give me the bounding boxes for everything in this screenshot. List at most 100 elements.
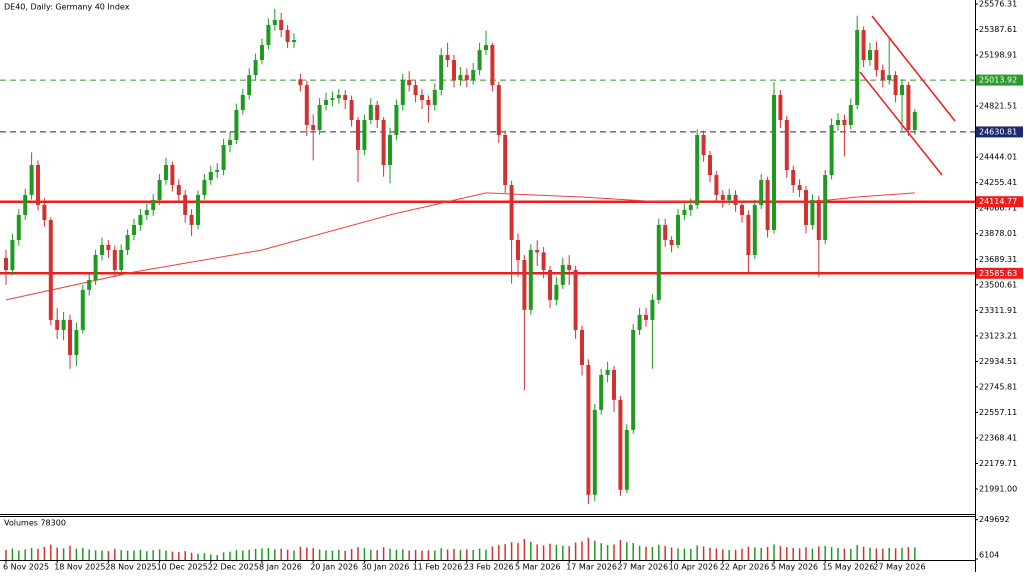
- candle-body: [676, 214, 680, 245]
- candle-body: [586, 364, 591, 495]
- x-tick-label: 20 Jan 2026: [310, 563, 358, 572]
- x-tick-label: 15 May 2026: [822, 563, 874, 572]
- level-label: 24630.81: [979, 127, 1017, 136]
- candle-body: [516, 239, 520, 260]
- candle-body: [298, 79, 303, 86]
- candle-body: [221, 145, 226, 171]
- level-box: [976, 74, 1023, 86]
- candle-body: [823, 175, 828, 240]
- candle-body: [592, 409, 597, 495]
- candle-body: [528, 249, 533, 310]
- x-tick-label: 23 Feb 2026: [464, 563, 514, 572]
- candle-body: [317, 104, 322, 130]
- candle-body: [560, 264, 565, 285]
- candle-body: [240, 94, 245, 110]
- candle-body: [10, 239, 15, 271]
- candle-body: [471, 70, 476, 81]
- candle-body: [612, 369, 616, 400]
- candle-body: [714, 175, 719, 195]
- candle-body: [490, 45, 495, 86]
- candle-body: [381, 119, 386, 166]
- candle-body: [202, 180, 207, 195]
- candle-body: [778, 94, 783, 120]
- plot: [0, 8, 975, 560]
- candle-body: [887, 75, 892, 81]
- candle-body: [503, 135, 508, 186]
- candle-body: [541, 252, 546, 271]
- y-tick-label: 24444.01: [979, 153, 1017, 162]
- candle-body: [292, 40, 296, 43]
- y-tick-label: 23123.21: [979, 331, 1017, 340]
- candle-body: [23, 194, 28, 215]
- x-tick-label: 10 Dec 2025: [157, 563, 208, 572]
- x-tick-label: 8 Jan 2026: [259, 563, 302, 572]
- candle-body: [535, 249, 540, 253]
- candle-body: [484, 45, 488, 51]
- candle-body: [848, 104, 853, 125]
- level-box: [976, 267, 1023, 279]
- x-tick-label: 27 Mar 2026: [617, 563, 668, 572]
- y-tick-label: 22368.41: [979, 433, 1017, 442]
- y-tick-label: 22179.71: [979, 459, 1017, 468]
- candle-body: [784, 119, 789, 171]
- candle-body: [464, 75, 469, 81]
- candle-body: [663, 224, 668, 240]
- candle-body: [580, 329, 584, 365]
- candle-body: [285, 30, 290, 43]
- y-tick-label: 24066.71: [979, 204, 1017, 213]
- candle-body: [861, 30, 866, 61]
- candle-body: [68, 319, 72, 355]
- candle-body: [733, 194, 738, 205]
- y-tick-label: 24821.51: [979, 102, 1017, 111]
- candle-body: [874, 50, 879, 71]
- candle-body: [420, 94, 424, 100]
- x-tick-label: 5 May 2026: [771, 563, 818, 572]
- candle-body: [215, 170, 220, 172]
- y-tick-label: 23878.01: [979, 229, 1017, 238]
- x-tick-label: 22 Dec 2025: [208, 563, 259, 572]
- candle-body: [29, 165, 34, 195]
- candle-body: [42, 204, 47, 220]
- candle-body: [816, 199, 821, 240]
- candle-body: [36, 165, 40, 205]
- candle-body: [439, 55, 444, 90]
- candle-body: [554, 284, 559, 300]
- candle-body: [272, 20, 277, 26]
- candle-body: [157, 180, 162, 200]
- volume-tick-label: 249692: [979, 515, 1010, 524]
- candle-body: [752, 204, 757, 255]
- candle-body: [669, 239, 674, 245]
- candle-body: [55, 319, 60, 330]
- volume-tick-label: 6104: [979, 551, 999, 560]
- candle-body: [343, 94, 348, 100]
- x-tick-label: 17 Mar 2026: [566, 563, 617, 572]
- candle-body: [176, 185, 181, 195]
- candle-body: [618, 399, 623, 490]
- candle-body: [112, 249, 117, 271]
- candle-body: [637, 314, 642, 330]
- candle-body: [93, 254, 98, 281]
- candle-body: [196, 194, 200, 225]
- candle-body: [452, 60, 456, 81]
- candle-body: [336, 94, 341, 99]
- volume-title: Volumes 78300: [4, 519, 66, 528]
- candle-body: [279, 20, 284, 31]
- candle-body: [688, 204, 693, 210]
- candle-body: [247, 75, 252, 95]
- candle-body: [138, 214, 143, 225]
- level-box: [976, 196, 1023, 208]
- candle-body: [682, 209, 687, 215]
- candle-body: [548, 270, 552, 300]
- candle-body: [189, 214, 194, 225]
- candle-body: [87, 280, 92, 290]
- candle-body: [132, 224, 136, 235]
- candle-body: [311, 124, 316, 130]
- candle-body: [234, 109, 239, 141]
- candle-body: [356, 119, 360, 151]
- candle-body: [701, 135, 706, 156]
- candle-body: [362, 119, 367, 151]
- candle-body: [727, 194, 732, 200]
- level-label: 25013.92: [979, 76, 1017, 85]
- candle-body: [695, 135, 700, 205]
